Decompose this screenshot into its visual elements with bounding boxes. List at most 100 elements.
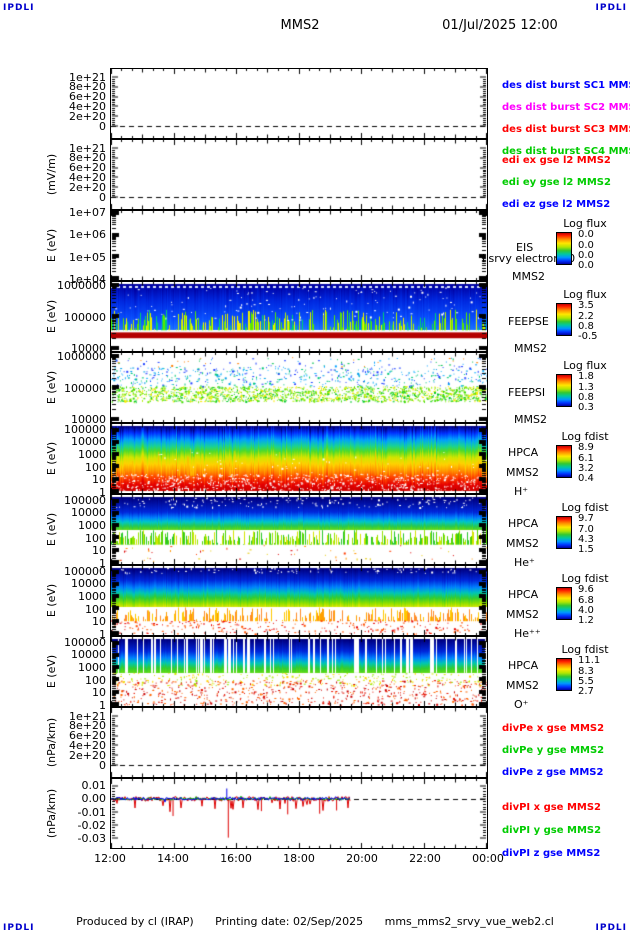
y-tick-label: -0.02 — [77, 819, 106, 833]
legend-divpe-2: divPe z gse MMS2 — [502, 767, 604, 778]
colorbar-tick-label: 1.8 — [578, 371, 594, 382]
instrument-label-hpca-o-1: MMS2 — [506, 679, 539, 692]
plot-area-hpca-o — [110, 636, 488, 707]
y-tick-label: 100000 — [64, 493, 106, 507]
colorbar-tick-label: 0.3 — [578, 402, 594, 413]
panel-feepsi: E (eV) 1000000 100000 10000 FEEPSI MMS2 Log fl… — [0, 351, 630, 426]
right-column-feepse: FEEPSE MMS2 Log flux 3.5 2.2 0.8 -0.5 — [494, 281, 630, 355]
instrument-label-eis-1: l srvy electron t0 — [482, 252, 576, 265]
eis-plot-canvas — [111, 211, 487, 280]
divpi-plot-canvas — [111, 779, 487, 848]
right-column-feepsi: FEEPSI MMS2 Log flux 1.8 1.3 0.8 0.3 — [494, 352, 630, 426]
colorbar-tick-label: 0.8 — [578, 321, 594, 332]
y-tick-label: 1e+05 — [69, 250, 106, 264]
y-tick-label: 1 — [99, 627, 106, 641]
y-tick-label: 1 — [99, 698, 106, 712]
divpe-plot-canvas — [111, 708, 487, 777]
panel-des-dist: 1e+21 8e+20 6e+20 4e+20 2e+20 0 des dist burst… — [0, 68, 630, 157]
x-tick-label: 22:00 — [409, 852, 441, 865]
instrument-label-hpca-h-0: HPCA — [508, 446, 539, 459]
plot-start-datetime: 01/Jul/2025 12:00 — [442, 18, 558, 33]
legend-des-dist-3: des dist burst SC4 MMS4 — [502, 146, 630, 157]
legend-divpe-0: divPe x gse MMS2 — [502, 723, 605, 734]
panel-eis: E (eV) 1e+07 1e+06 1e+05 1e+04 EIS l srvy elec… — [0, 206, 630, 285]
colorbar-tick-label: 4.0 — [578, 605, 594, 616]
colorbar-tick-label: 9.7 — [578, 513, 594, 524]
y-tick-label: 2e+20 — [69, 181, 106, 195]
instrument-label-hpca-he-2: He⁺ — [514, 556, 535, 569]
legend-divpi-1: divPI y gse MMS2 — [502, 825, 602, 836]
colorbar-tick-label: 0.0 — [578, 260, 594, 271]
colorbar-tick-label: 0.0 — [578, 250, 594, 261]
plot-area-feepsi — [110, 352, 488, 423]
colorbar-title: Log fdist — [561, 643, 609, 656]
y-tick-label: 1e+21 — [69, 141, 106, 155]
instrument-label-hpca-he-1: MMS2 — [506, 537, 539, 550]
instrument-label-hpca-hepp-0: HPCA — [508, 588, 539, 601]
y-tick-label: 10000 — [71, 577, 106, 591]
y-tick-label: 2e+20 — [69, 110, 106, 124]
colorbar-tick-label: 7.0 — [578, 524, 594, 535]
plot-area-hpca-h — [110, 423, 488, 494]
plot-area-edi-e — [110, 139, 488, 210]
right-column-divpe: divPe x gse MMS2 divPe y gse MMS2 divPe z … — [494, 707, 630, 778]
instrument-label-feepsi-0: FEEPSI — [508, 386, 546, 399]
footer-printing-date: Printing date: 02/Sep/2025 — [215, 915, 364, 928]
y-tick-label: 1e+07 — [69, 206, 106, 220]
legend-edi-e-0: edi ex gse l2 MMS2 — [502, 155, 611, 166]
colorbar-tick-label: 0.0 — [578, 229, 594, 240]
ipdli-logo-bottom-left: IPDLI — [3, 923, 35, 933]
x-tick-label: 18:00 — [283, 852, 315, 865]
y-tick-label: 2e+20 — [69, 749, 106, 763]
panel-edi-e: (mV/m) 1e+21 8e+20 6e+20 4e+20 2e+20 0 edi ex g… — [0, 139, 630, 210]
legend-des-dist-0: des dist burst SC1 MMS1 — [502, 80, 630, 91]
ipdli-logo-top-left: IPDLI — [3, 3, 35, 13]
colorbar-tick-label: 2.7 — [578, 686, 594, 697]
colorbar-title: Log flux — [563, 288, 607, 301]
y-tick-label: 1e+06 — [69, 228, 106, 242]
y-tick-label: 100000 — [64, 310, 106, 324]
legend-divpi-0: divPI x gse MMS2 — [502, 802, 602, 813]
colorbar-gradient — [556, 232, 572, 265]
y-tick-label: 0 — [99, 759, 106, 773]
instrument-label-hpca-he-0: HPCA — [508, 517, 539, 530]
y-tick-label: 0.01 — [81, 779, 107, 793]
right-column-hpca-he: HPCA MMS2 He⁺ Log fdist 9.7 7.0 4.3 1.5 — [494, 494, 630, 569]
colorbar-tick-label: 5.5 — [578, 676, 594, 687]
y-tick-label: 1e+21 — [69, 709, 106, 723]
y-tick-label: 0.00 — [81, 792, 107, 806]
y-tick-label: 100000 — [64, 564, 106, 578]
feepse-plot-canvas — [111, 282, 487, 351]
y-tick-label: -0.01 — [77, 805, 106, 819]
panel-hpca-h: E (eV) 100000 10000 1000 100 10 1 HPCA MMS2 H⁺ Log… — [0, 423, 630, 498]
page-title: MMS2 — [280, 18, 320, 33]
instrument-label-feepse-0: FEEPSE — [508, 315, 549, 328]
colorbar-tick-label: 8.9 — [578, 442, 594, 453]
y-axis-unit-label: E (eV) — [44, 210, 60, 281]
ipdli-logo-top-right: IPDLI — [595, 3, 627, 13]
colorbar-tick-label: 0.8 — [578, 392, 594, 403]
y-tick-label: 100000 — [64, 381, 106, 395]
plot-area-hpca-hepp — [110, 565, 488, 636]
instrument-label-feepse-1: MMS2 — [514, 342, 547, 355]
x-tick-label: 20:00 — [346, 852, 378, 865]
instrument-label-eis-2: MMS2 — [512, 270, 545, 283]
colorbar-tick-label: 3.5 — [578, 300, 594, 311]
y-tick-label: 10000 — [71, 342, 106, 356]
instrument-label-eis-0: EIS — [516, 241, 534, 254]
legend-des-dist-2: des dist burst SC3 MMS3 — [502, 124, 630, 135]
colorbar-gradient — [556, 658, 572, 691]
right-column-hpca-h: HPCA MMS2 H⁺ Log fdist 8.9 6.1 3.2 0.4 — [494, 423, 630, 497]
instrument-label-feepsi-1: MMS2 — [514, 413, 547, 426]
hpca-h-plot-canvas — [111, 424, 487, 493]
y-tick-label: 10 — [92, 544, 106, 558]
y-tick-label: 1e+21 — [69, 70, 106, 84]
y-tick-label: 0 — [99, 120, 106, 134]
y-tick-label: 10000 — [71, 648, 106, 662]
colorbar-tick-label: 8.3 — [578, 666, 594, 677]
y-tick-label: 100 — [85, 673, 106, 687]
right-column-divpi: divPI x gse MMS2 divPI y gse MMS2 divPI z … — [494, 778, 630, 859]
instrument-label-hpca-hepp-1: MMS2 — [506, 608, 539, 621]
panel-hpca-he: E (eV) 100000 10000 1000 100 10 1 HPCA MMS2 He⁺ Lo… — [0, 493, 630, 569]
